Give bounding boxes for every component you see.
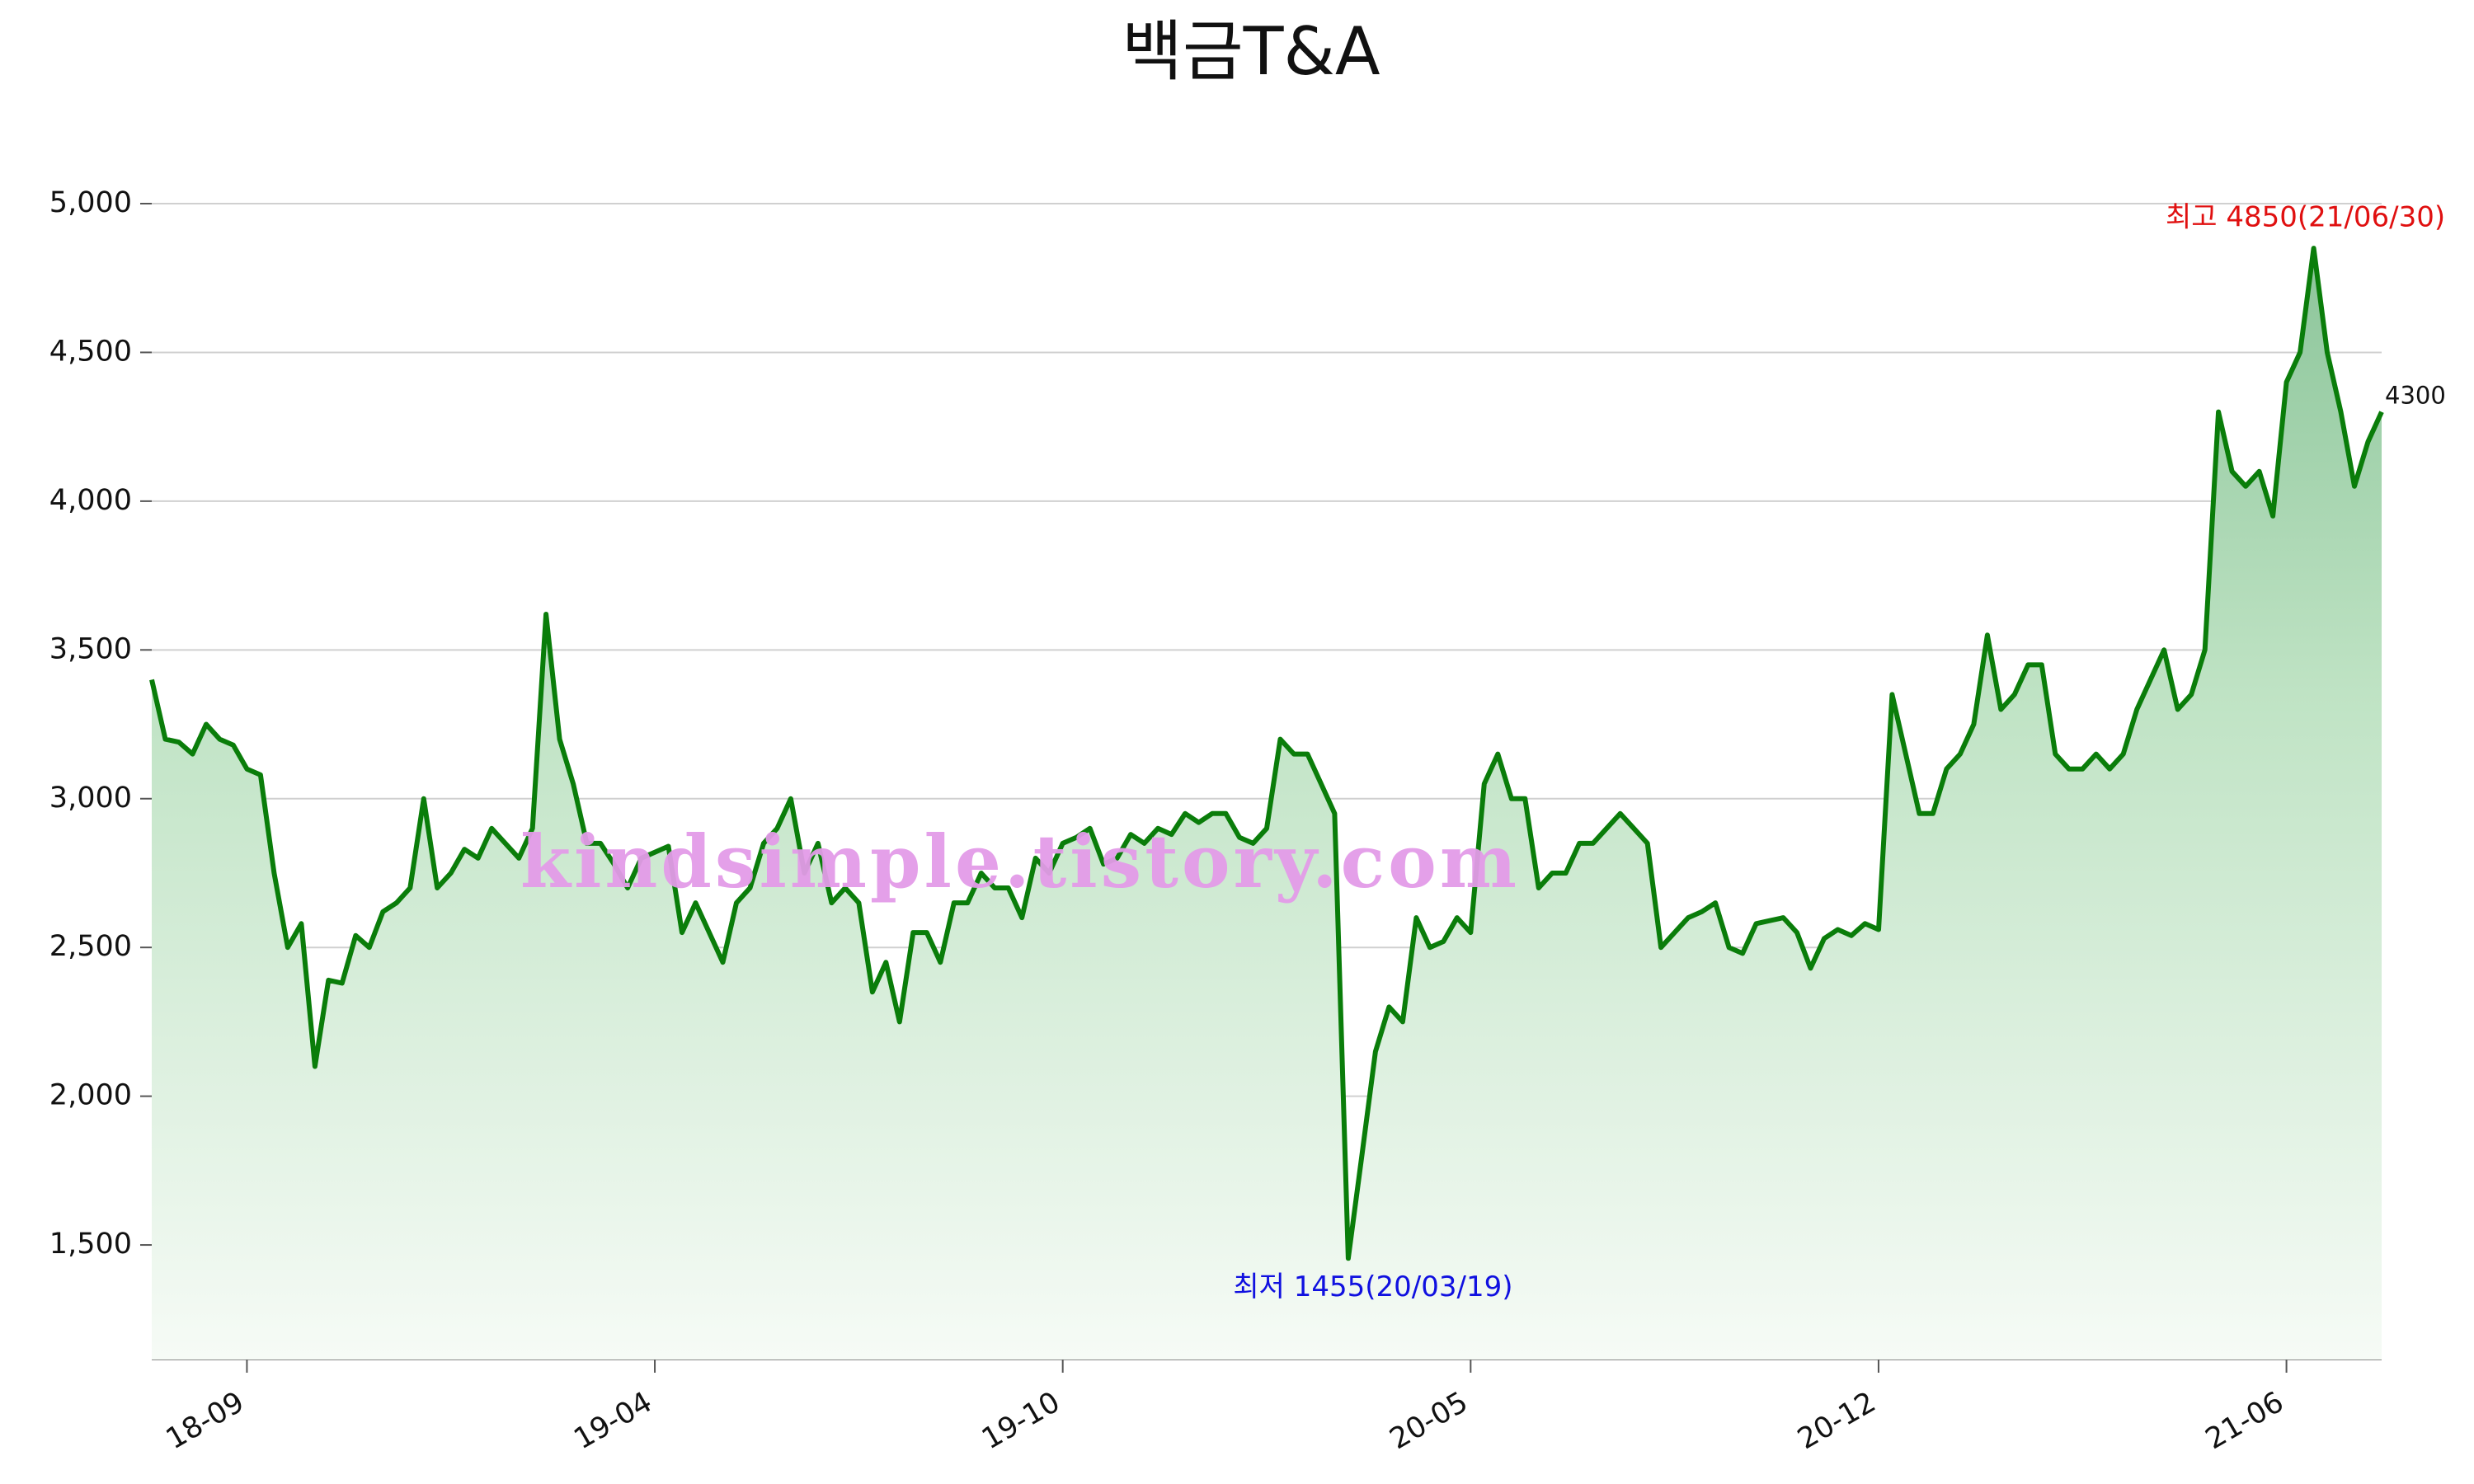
last-value-label: 4300: [2385, 382, 2446, 410]
x-tick-label: 19-10: [976, 1386, 1065, 1456]
y-tick-label: 2,000: [49, 1079, 132, 1112]
low-annotation: 최저 1455(20/03/19): [1233, 1270, 1512, 1303]
y-tick-label: 4,000: [49, 484, 132, 517]
line: [149, 246, 2384, 1261]
y-tick-label: 4,500: [49, 335, 132, 368]
watermark: kindsimple.tistory.com: [520, 819, 1520, 904]
x-tick-label: 20-05: [1385, 1386, 1474, 1456]
x-tick-label: 21-06: [2200, 1386, 2289, 1456]
y-tick-label: 2,500: [49, 930, 132, 963]
y-tick-label: 3,500: [49, 632, 132, 665]
high-annotation: 최고 4850(21/06/30): [2166, 201, 2445, 234]
chart-title: 백금T&A: [1122, 13, 1380, 90]
y-tick-label: 1,500: [49, 1228, 132, 1261]
x-tick-label: 19-04: [568, 1386, 657, 1456]
y-tick-label: 5,000: [49, 186, 132, 219]
y-tick-label: 3,000: [49, 782, 132, 815]
x-tick-label: 18-09: [161, 1386, 250, 1456]
x-tick-label: 20-12: [1792, 1386, 1881, 1456]
area: [152, 248, 2382, 1360]
